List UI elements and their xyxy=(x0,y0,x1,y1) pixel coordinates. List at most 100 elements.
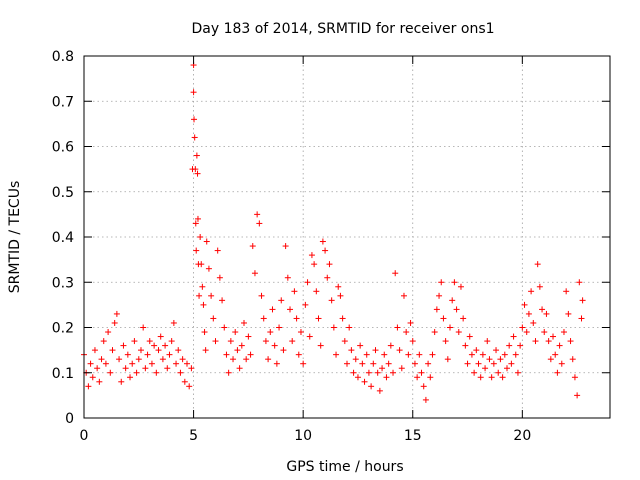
x-tick-label: 20 xyxy=(513,428,531,444)
data-point xyxy=(475,360,482,367)
data-point xyxy=(273,360,280,367)
data-point xyxy=(363,351,370,358)
data-point xyxy=(159,356,166,363)
data-point xyxy=(567,338,574,345)
data-point xyxy=(216,274,223,281)
data-point xyxy=(335,283,342,290)
data-point xyxy=(249,243,256,250)
data-point xyxy=(87,360,94,367)
y-tick-label: 0.3 xyxy=(52,275,74,291)
data-point xyxy=(341,338,348,345)
data-point xyxy=(234,347,241,354)
data-point xyxy=(227,338,234,345)
data-point xyxy=(192,166,199,173)
data-point xyxy=(194,215,201,222)
data-point xyxy=(240,319,247,326)
data-point xyxy=(552,351,559,358)
x-axis-label: GPS time / hours xyxy=(286,459,403,475)
data-point xyxy=(260,315,267,322)
data-point xyxy=(300,360,307,367)
data-point xyxy=(201,329,208,336)
data-point xyxy=(482,365,489,372)
data-point xyxy=(194,170,201,177)
data-point xyxy=(530,319,537,326)
data-point xyxy=(464,360,471,367)
data-point xyxy=(127,374,134,381)
data-point xyxy=(517,342,524,349)
data-point xyxy=(317,342,324,349)
data-point xyxy=(574,392,581,399)
data-point xyxy=(164,365,171,372)
data-point xyxy=(350,369,357,376)
data-point xyxy=(162,342,169,349)
data-point xyxy=(251,270,258,277)
data-point xyxy=(200,301,207,308)
data-point xyxy=(133,369,140,376)
data-point xyxy=(466,333,473,340)
data-point xyxy=(297,329,304,336)
data-point xyxy=(560,329,567,336)
data-point xyxy=(100,338,107,345)
data-point xyxy=(105,329,112,336)
data-point xyxy=(120,342,127,349)
data-point xyxy=(256,220,263,227)
data-point xyxy=(225,369,232,376)
data-point xyxy=(547,356,554,363)
data-point xyxy=(269,306,276,313)
x-tick-label: 0 xyxy=(80,428,89,444)
data-point xyxy=(453,306,460,313)
data-point xyxy=(488,374,495,381)
data-point xyxy=(370,360,377,367)
data-point xyxy=(181,378,188,385)
data-point xyxy=(392,270,399,277)
data-point xyxy=(376,387,383,394)
data-point xyxy=(427,374,434,381)
data-point xyxy=(409,338,416,345)
data-point xyxy=(191,116,198,123)
data-point xyxy=(396,347,403,354)
data-point xyxy=(236,365,243,372)
y-tick-label: 0.8 xyxy=(52,49,74,65)
data-point xyxy=(302,301,309,308)
data-point xyxy=(451,279,458,286)
data-point xyxy=(477,374,484,381)
data-point xyxy=(153,369,160,376)
data-point xyxy=(471,369,478,376)
data-point xyxy=(576,279,583,286)
data-point xyxy=(291,288,298,295)
data-point xyxy=(148,360,155,367)
data-point xyxy=(168,338,175,345)
data-point xyxy=(455,329,462,336)
data-point xyxy=(116,356,123,363)
data-point xyxy=(102,360,109,367)
data-point xyxy=(313,288,320,295)
data-point xyxy=(407,319,414,326)
data-point xyxy=(197,234,204,240)
y-tick-label: 0.2 xyxy=(52,321,74,337)
data-point xyxy=(289,338,296,345)
data-point xyxy=(262,338,269,345)
data-point xyxy=(556,342,563,349)
y-tick-label: 0.4 xyxy=(52,230,74,246)
data-point xyxy=(203,238,210,245)
data-point xyxy=(107,369,114,376)
data-point xyxy=(276,324,283,331)
data-point xyxy=(468,351,475,358)
data-point xyxy=(308,252,315,259)
data-point xyxy=(385,360,392,367)
data-point xyxy=(372,347,379,354)
data-point xyxy=(113,310,120,317)
data-point xyxy=(438,279,445,286)
x-tick-label: 15 xyxy=(404,428,422,444)
data-point xyxy=(199,283,206,290)
data-point xyxy=(170,319,177,326)
data-point xyxy=(293,315,300,322)
data-point xyxy=(398,365,405,372)
data-point xyxy=(344,360,350,367)
data-point xyxy=(436,292,443,299)
data-point xyxy=(368,383,375,390)
data-point xyxy=(175,347,182,354)
data-point xyxy=(539,306,546,313)
data-point xyxy=(219,297,226,304)
